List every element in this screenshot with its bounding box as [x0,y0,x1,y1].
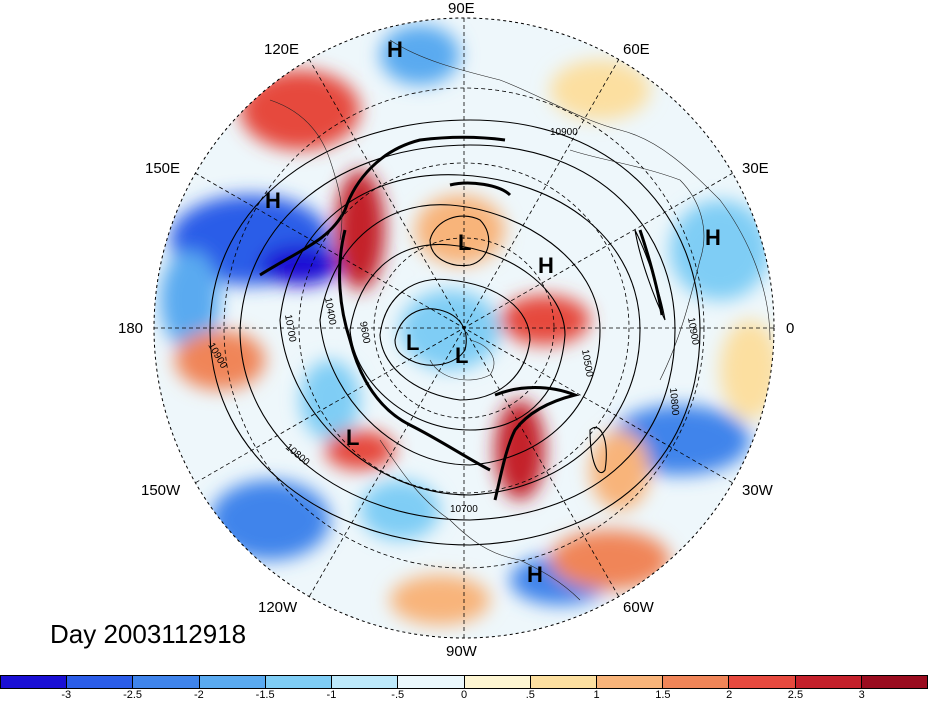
contour-label: 10800 [667,387,680,416]
lon-label-60e: 60E [623,41,650,58]
jet-contours [259,135,664,501]
colorbar-segment [1,676,68,688]
contour-label: 10900 [550,127,578,138]
colorbar-segment [464,676,531,688]
colorbar-tick-label: -3 [61,689,72,701]
high-pressure-marker: H [705,225,721,250]
colorbar-tick-label: 2.5 [787,689,804,701]
colorbar-tick-label: .5 [525,689,535,701]
colorbar-segment [265,676,333,688]
lon-label-120e: 120E [264,41,300,58]
high-pressure-marker: H [387,37,403,62]
anomaly-field [154,18,774,638]
lon-label-150w: 150W [141,482,181,499]
lon-label-180: 180 [118,320,144,337]
low-pressure-marker: L [455,343,469,368]
colorbar-segment [67,676,134,688]
contour-label: 9600 [357,321,372,345]
colorbar-tick-label: -2.5 [123,689,143,701]
map-border [153,17,775,639]
lon-label-120w: 120W [258,599,298,616]
colorbar-segment [133,676,200,688]
day-label: Day 2003112918 [50,619,247,649]
contour-label: 10700 [450,504,478,515]
lon-label-60w: 60W [623,599,654,616]
colorbar-tick-label: -1 [326,689,337,701]
colorbar-tick-label: 0 [460,689,468,701]
high-pressure-marker: H [265,188,281,213]
low-pressure-marker: L [458,230,472,255]
colorbar-segment [530,676,597,688]
lon-label-90e: 90E [448,0,475,17]
lon-label-30e: 30E [742,160,769,177]
colorbar-segment [663,676,730,688]
colorbar-segment [398,676,465,688]
low-pressure-marker: L [346,425,360,450]
colorbar-tick-label: 2 [726,689,733,701]
colorbar-tick-label: -.5 [391,689,405,701]
contour-label: 10400 [322,297,338,327]
contour-label: 10900 [685,317,701,347]
colorbar-segment [332,676,399,688]
colorbar-tick-label: 1.5 [655,689,671,701]
colorbar-segment [795,676,862,688]
colorbar-tick-label: -1.5 [255,689,275,701]
low-pressure-marker: L [406,330,420,355]
high-pressure-marker: H [538,253,554,278]
contour-label: 10700 [282,314,298,344]
colorbar-segment [199,676,266,688]
colorbar [0,675,928,689]
lon-label-150e: 150E [145,160,181,177]
colorbar-segment [596,676,664,688]
colorbar-tick-label: 1 [593,689,600,701]
lon-label-90w: 90W [446,643,477,660]
lon-label-30w: 30W [742,482,773,499]
height-contours [209,119,701,546]
contour-label: 10500 [579,349,595,379]
high-pressure-marker: H [527,562,543,587]
colorbar-segment [861,676,928,688]
lon-label-0: 0 [786,320,795,337]
colorbar-segment [729,676,796,688]
colorbar-tick-label: 3 [858,689,865,701]
coastlines [269,39,771,601]
colorbar-tick-label: -2 [193,689,204,701]
